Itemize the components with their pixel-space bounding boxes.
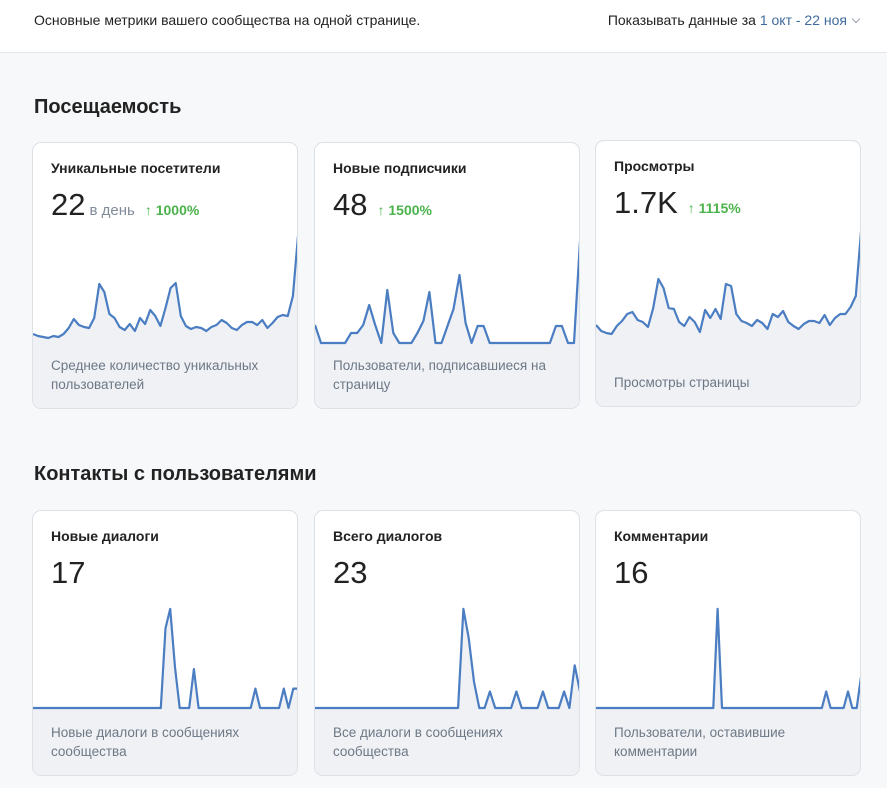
change-badge: ↑ 1115% <box>687 200 741 216</box>
sparkline-chart <box>596 607 860 775</box>
card-value: 17 <box>51 555 86 590</box>
card-value: 23 <box>333 555 368 590</box>
card-title: Новые диалоги <box>51 528 159 544</box>
metric-card[interactable]: Новые подписчики 48 ↑ 1500% Пользователи,… <box>314 142 580 409</box>
period-range[interactable]: 1 окт - 22 ноя <box>759 12 847 28</box>
card-title: Всего диалогов <box>333 528 443 544</box>
metric-card[interactable]: Комментарии 16 Пользователи, оставившие … <box>595 510 861 776</box>
card-footer: Новые диалоги в сообщениях сообщества <box>51 725 240 759</box>
page-subtitle: Основные метрики вашего сообщества на од… <box>34 12 421 28</box>
card-value-row: 23 <box>333 555 367 591</box>
sparkline-chart <box>315 607 579 775</box>
metric-card[interactable]: Всего диалогов 23 Все диалоги в сообщени… <box>314 510 580 776</box>
card-value-row: 48 ↑ 1500% <box>333 187 432 223</box>
change-badge: ↑ 1500% <box>377 202 432 218</box>
card-value-row: 1.7K ↑ 1115% <box>614 185 741 221</box>
card-footer: Все диалоги в сообщениях сообщества <box>333 725 503 759</box>
sparkline-chart <box>33 607 297 775</box>
card-title: Комментарии <box>614 528 709 544</box>
card-value: 16 <box>614 555 649 590</box>
metric-card[interactable]: Новые диалоги 17 Новые диалоги в сообщен… <box>32 510 298 776</box>
metric-card[interactable]: Просмотры 1.7K ↑ 1115% Просмотры страницы <box>595 140 861 407</box>
change-badge: ↑ 1000% <box>144 202 200 218</box>
card-title: Новые подписчики <box>333 160 467 176</box>
metric-card[interactable]: Уникальные посетители 22 в день ↑ 1000% Ср… <box>32 142 298 409</box>
card-value: 1.7K <box>614 185 678 220</box>
top-bar: Основные метрики вашего сообщества на од… <box>0 0 887 53</box>
sparkline-chart <box>315 240 579 408</box>
sparkline-line <box>596 231 860 336</box>
card-value-row: 16 <box>614 555 648 591</box>
sparkline-line <box>315 607 579 710</box>
sparkline-chart <box>596 231 860 406</box>
sparkline-chart <box>33 235 297 408</box>
chevron-down-icon <box>851 14 861 24</box>
card-unit: в день <box>89 202 135 219</box>
period-label: Показывать данные за <box>607 12 756 28</box>
sparkline-area <box>315 608 579 775</box>
card-footer: Просмотры страницы <box>614 375 750 390</box>
card-footer: Среднее количество уникальных пользовате… <box>51 358 259 392</box>
card-value: 48 <box>333 187 368 222</box>
card-footer: Пользователи, подписавшиеся на страницу <box>333 358 546 392</box>
card-value: 22 <box>51 187 86 222</box>
card-value-row: 22 в день ↑ 1000% <box>51 187 199 223</box>
card-value-row: 17 <box>51 555 85 591</box>
section-title-contacts: Контакты с пользователями <box>34 463 317 485</box>
sparkline-area <box>315 258 579 408</box>
section-title-attendance: Посещаемость <box>34 96 182 118</box>
card-title: Просмотры <box>614 158 695 174</box>
card-footer: Пользователи, оставившие комментарии <box>614 725 786 759</box>
card-title: Уникальные посетители <box>51 160 221 176</box>
sparkline-line <box>33 235 297 340</box>
period-selector[interactable]: Показывать данные за 1 окт - 22 ноя <box>607 12 861 28</box>
sparkline-area <box>596 244 860 406</box>
sparkline-line <box>33 607 297 710</box>
sparkline-line <box>315 240 579 345</box>
sparkline-area <box>33 608 297 775</box>
sparkline-line <box>596 607 860 710</box>
sparkline-area <box>596 608 860 775</box>
